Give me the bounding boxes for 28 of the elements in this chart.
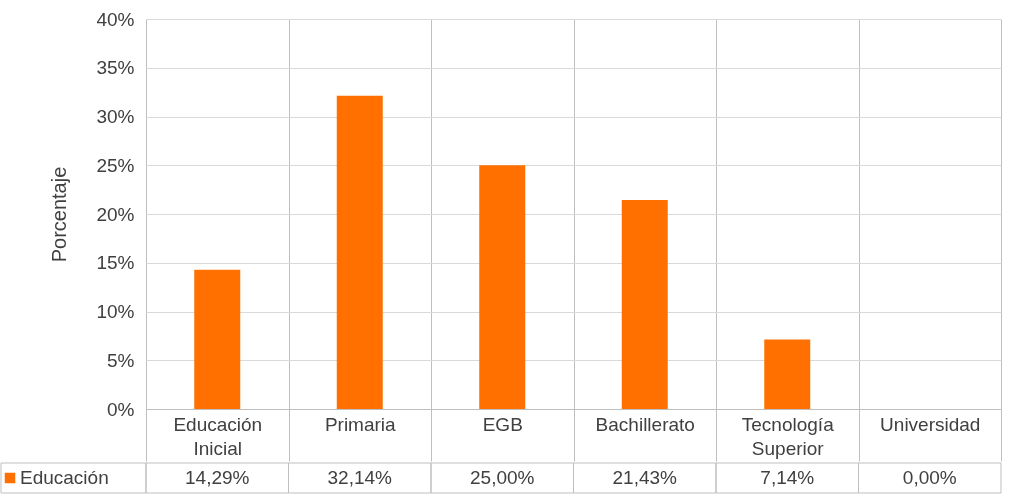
x-tick-label: EGB [482, 413, 523, 435]
bar [336, 95, 383, 409]
y-tick-label: 15% [96, 252, 135, 274]
y-tick-label: 35% [96, 57, 135, 79]
legend-label: Educación [20, 467, 109, 488]
y-tick-label: 0% [107, 398, 135, 420]
y-tick-label: 25% [96, 154, 135, 176]
y-axis-title: Porcentaje [47, 166, 70, 263]
x-tick-label: Primaria [324, 413, 397, 435]
data-label: 14,29% [185, 467, 250, 488]
bar [764, 339, 811, 409]
x-tick-label: Universidad [880, 413, 981, 435]
data-label: 7,14% [760, 467, 815, 488]
x-tick-label: Tecnología Superior [741, 413, 835, 459]
y-tick-label: 20% [96, 203, 135, 225]
bar [479, 165, 526, 409]
data-label: 32,14% [327, 467, 393, 488]
data-label: 0,00% [902, 467, 957, 488]
y-tick-label: 10% [96, 301, 135, 322]
x-tick-label: Educación Inicial [173, 413, 263, 459]
data-label: 25,00% [470, 467, 535, 488]
data-label: 21,43% [612, 467, 678, 488]
y-tick-label: 5% [107, 349, 135, 371]
y-tick-label: 30% [96, 106, 135, 127]
bar [194, 269, 241, 409]
y-tick-label: 40% [96, 8, 135, 30]
x-tick-label: Bachillerato [595, 413, 695, 435]
bar [621, 200, 668, 409]
